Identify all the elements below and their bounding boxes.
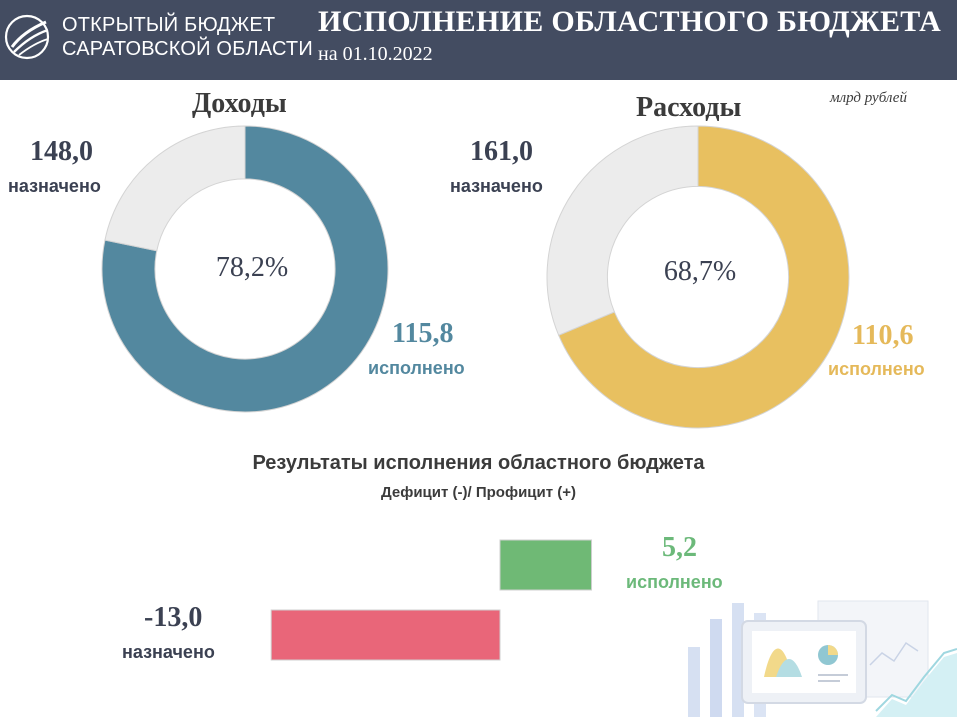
result-bar-chart xyxy=(270,539,593,661)
income-title: Доходы xyxy=(192,88,287,119)
income-donut-chart xyxy=(101,125,389,413)
expenses-executed-label: исполнено xyxy=(828,359,925,379)
expenses-remaining-slice xyxy=(546,125,699,336)
result-planned-label: назначено xyxy=(122,642,215,662)
income-executed-label: исполнено xyxy=(368,358,465,378)
report-date: на 01.10.2022 xyxy=(318,43,433,65)
org-name-line1: ОТКРЫТЫЙ БЮДЖЕТ xyxy=(62,14,276,36)
expenses-donut-chart xyxy=(546,125,850,429)
expenses-title: Расходы xyxy=(636,92,742,123)
header-banner: ОТКРЫТЫЙ БЮДЖЕТ САРАТОВСКОЙ ОБЛАСТИ ИСПО… xyxy=(0,0,957,80)
org-name-line2: САРАТОВСКОЙ ОБЛАСТИ xyxy=(62,38,313,60)
income-planned-value: 148,0 xyxy=(30,136,93,167)
result-executed-bar xyxy=(499,539,593,591)
result-planned-bar xyxy=(270,609,501,661)
result-title: Результаты исполнения областного бюджета xyxy=(252,452,705,474)
page-title: ИСПОЛНЕНИЕ ОБЛАСТНОГО БЮДЖЕТА xyxy=(318,5,942,38)
expenses-planned-value: 161,0 xyxy=(470,136,533,167)
result-executed-label: исполнено xyxy=(626,572,723,592)
income-percent: 78,2% xyxy=(215,252,289,283)
income-remaining-slice xyxy=(104,125,246,252)
analytics-illustration-icon xyxy=(688,600,957,717)
expenses-planned-label: назначено xyxy=(450,176,543,196)
income-executed-value: 115,8 xyxy=(392,318,454,349)
logo-icon xyxy=(4,14,50,60)
result-subtitle: Дефицит (-)/ Профицит (+) xyxy=(381,484,576,501)
income-executed-slice xyxy=(101,125,389,413)
result-planned-value: -13,0 xyxy=(144,602,203,633)
expenses-executed-value: 110,6 xyxy=(852,320,914,351)
units-label: млрд рублей xyxy=(830,90,907,106)
result-executed-value: 5,2 xyxy=(662,532,697,563)
expenses-percent: 68,7% xyxy=(663,256,737,287)
expenses-executed-slice xyxy=(558,125,850,429)
income-planned-label: назначено xyxy=(8,176,101,196)
